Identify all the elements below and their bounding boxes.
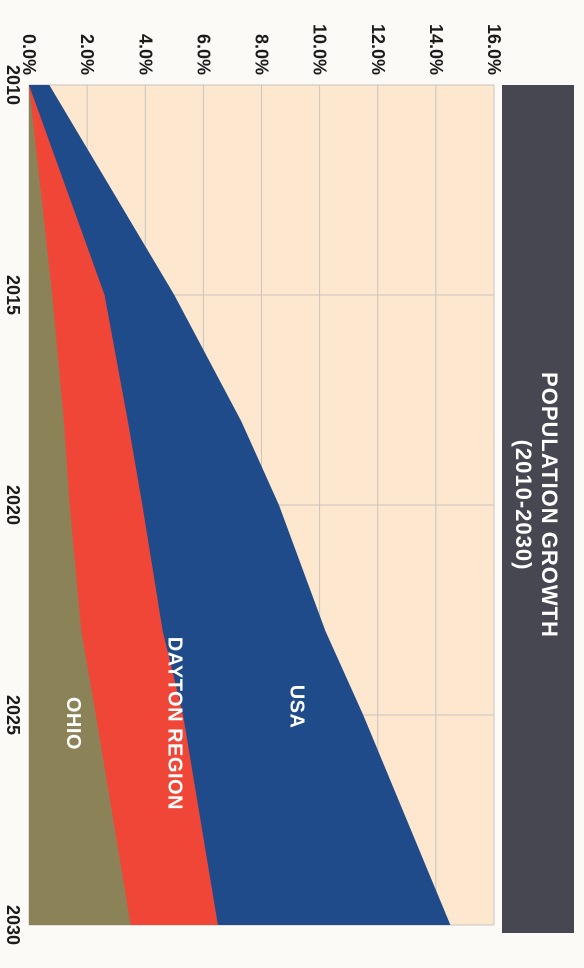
- x-tick-label: 2030: [3, 905, 23, 945]
- x-tick-label: 2015: [3, 275, 23, 315]
- title-background: [502, 85, 574, 933]
- series-label-usa: USA: [286, 685, 308, 729]
- series-label-layer: OHIO DAYTON REGION USA: [62, 637, 308, 810]
- y-tick-label: 4.0%: [135, 34, 155, 75]
- chart-subtitle: (2010-2030): [511, 440, 536, 571]
- title-banner: POPULATION GROWTH (2010-2030): [502, 85, 574, 933]
- series-label-dayton-region: DAYTON REGION: [164, 637, 186, 810]
- tick-layer: 0.0% 2.0% 4.0% 6.0% 8.0% 10.0% 12.0% 14.0% 16.0%…: [3, 24, 504, 945]
- x-tick-label: 2025: [3, 695, 23, 735]
- y-tick-label: 0.0%: [19, 34, 39, 75]
- y-tick-label: 10.0%: [310, 24, 330, 75]
- y-tick-label: 2.0%: [77, 34, 97, 75]
- area-layer: [29, 85, 451, 925]
- y-tick-label: 16.0%: [484, 24, 504, 75]
- x-tick-label: 2010: [3, 65, 23, 105]
- area-ohio: [29, 85, 131, 925]
- y-tick-label: 6.0%: [193, 34, 213, 75]
- y-tick-label: 12.0%: [368, 24, 388, 75]
- series-label-ohio: OHIO: [62, 697, 84, 750]
- chart-title: POPULATION GROWTH: [537, 372, 562, 638]
- x-tick-label: 2020: [3, 485, 23, 525]
- y-tick-label: 8.0%: [252, 34, 272, 75]
- y-tick-label: 14.0%: [426, 24, 446, 75]
